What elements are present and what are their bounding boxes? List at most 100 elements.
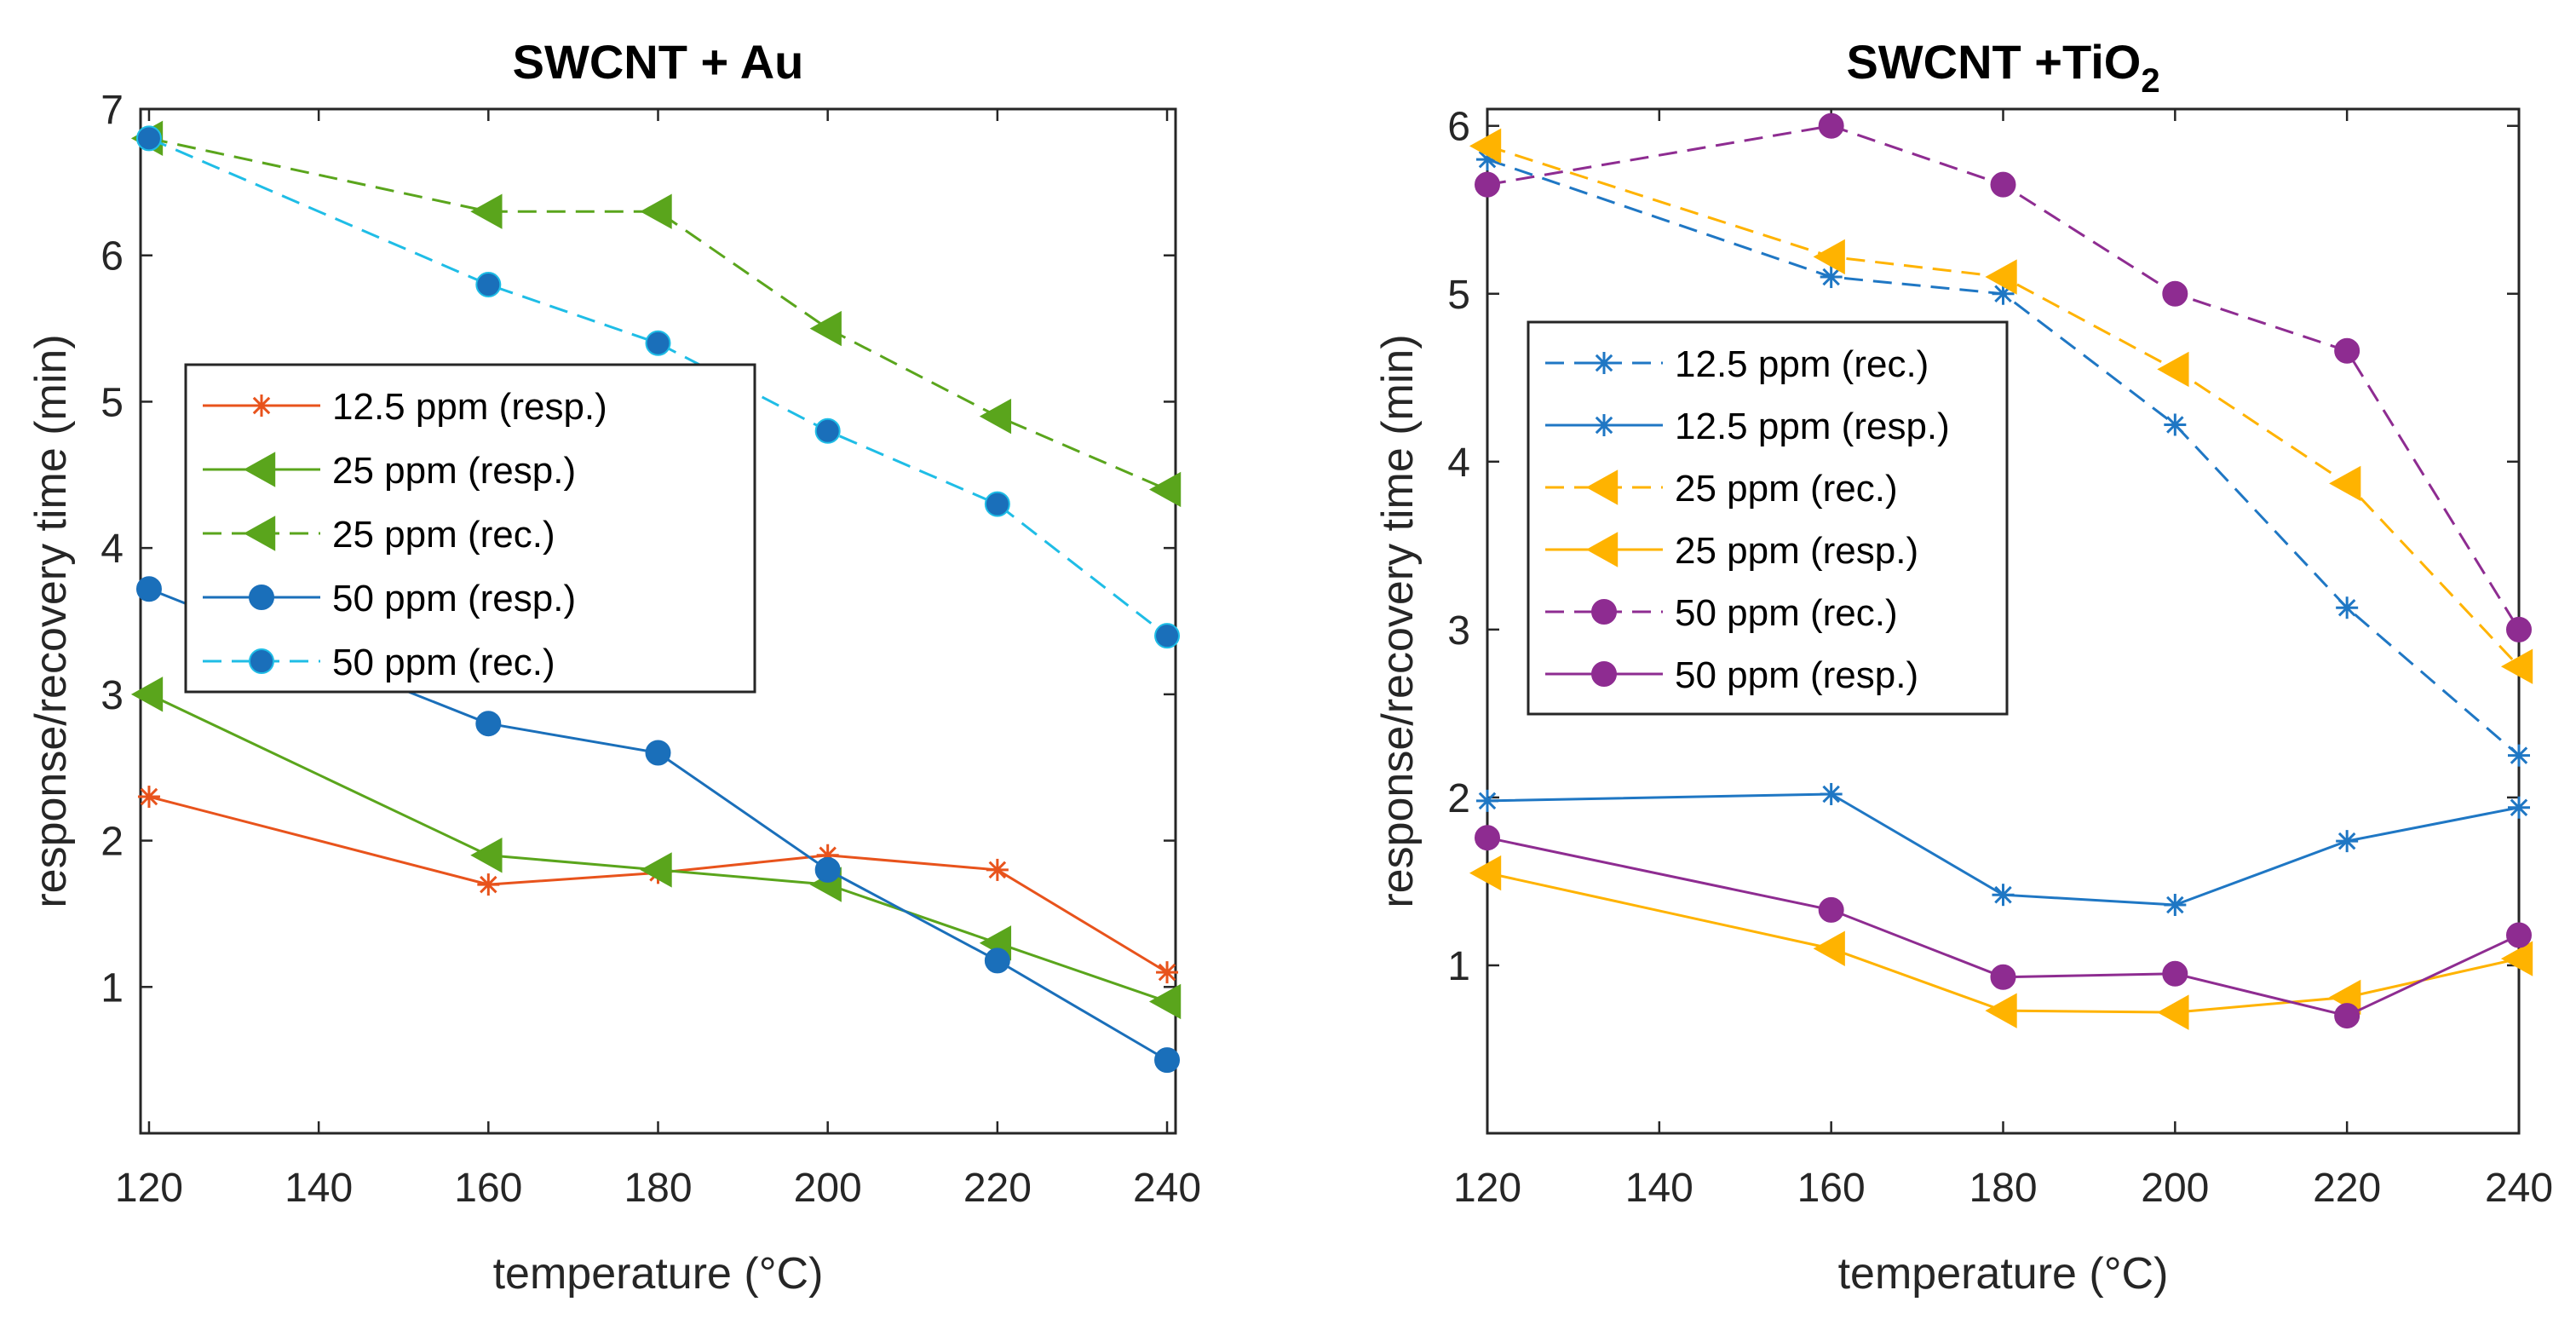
data-point (1818, 896, 1844, 923)
x-tick-label: 160 (454, 1166, 522, 1211)
y-tick-label: 5 (1447, 273, 1470, 318)
chart-title-main: SWCNT +TiO (1846, 35, 2141, 89)
legend-label: 12.5 ppm (rec.) (1675, 343, 1929, 385)
y-tick-label: 3 (101, 673, 124, 718)
data-point (1476, 789, 1498, 812)
legend-label: 25 ppm (rec.) (1675, 468, 1898, 510)
data-point (1813, 239, 1845, 275)
series-4 (1475, 112, 2532, 642)
data-point (2334, 1003, 2360, 1029)
series-line (148, 136, 1168, 491)
data-point (1154, 1047, 1181, 1074)
series-line (1486, 872, 2520, 1014)
data-point (1813, 930, 1845, 966)
series-line (148, 795, 1168, 974)
data-point (2157, 351, 2189, 388)
legend-item: 50 ppm (rec.) (1545, 592, 1898, 634)
legend-marker (1585, 469, 1619, 505)
x-tick-label: 120 (1453, 1166, 1521, 1211)
data-point (135, 576, 162, 602)
data-point (1818, 112, 1844, 139)
data-point (1990, 964, 2016, 990)
data-point (1820, 782, 1843, 805)
legend-marker (1591, 599, 1617, 625)
x-tick-label: 120 (115, 1166, 183, 1211)
data-point (1992, 884, 2015, 907)
data-point (814, 418, 841, 444)
legend-box (184, 363, 756, 694)
data-point (1469, 855, 1502, 891)
data-point (2508, 744, 2530, 767)
series-0 (1476, 148, 2530, 767)
data-point (2500, 648, 2533, 684)
y-tick-label: 3 (1447, 608, 1470, 654)
data-point (984, 947, 1010, 974)
legend-item: 25 ppm (resp.) (1545, 530, 1918, 572)
data-point (1475, 171, 1500, 198)
x-tick-label: 220 (963, 1166, 1032, 1211)
x-tick-label: 180 (1969, 1166, 2037, 1211)
legend-label: 50 ppm (resp.) (1675, 654, 1918, 696)
legend: 12.5 ppm (resp.) 25 ppm (resp.) 25 ppm (re… (184, 363, 756, 694)
x-tick-label: 220 (2313, 1166, 2381, 1211)
y-tick-label: 6 (1447, 105, 1470, 150)
data-point (814, 856, 841, 883)
data-point (477, 873, 500, 896)
chart-swcnt-au: 120 140 160 180 200 220 240 1 2 3 4 5 6 7 SWCNT + Au te… (26, 35, 1201, 1299)
series-3 (135, 576, 1181, 1074)
x-axis-label: temperature (°C) (1838, 1249, 2169, 1299)
data-point (1985, 259, 2017, 295)
legend-item: 50 ppm (resp.) (203, 578, 576, 619)
legend-marker (1585, 532, 1619, 567)
legend-item: 25 ppm (rec.) (203, 514, 555, 556)
series-line (1486, 144, 2521, 668)
legend-item: 25 ppm (rec.) (1545, 468, 1898, 510)
data-point (2329, 465, 2361, 502)
legend-item: 50 ppm (resp.) (1545, 654, 1918, 696)
data-point (1156, 961, 1179, 984)
legend-marker (1593, 414, 1615, 436)
legend-item: 50 ppm (rec.) (203, 642, 555, 683)
legend-marker (1593, 352, 1615, 374)
legend-item: 12.5 ppm (rec.) (1545, 343, 1929, 385)
data-point (2157, 994, 2189, 1030)
legend-item: 25 ppm (resp.) (203, 450, 576, 492)
x-axis-label: temperature (°C) (493, 1249, 824, 1299)
chart-title-main: SWCNT + Au (513, 35, 804, 89)
data-point (475, 272, 502, 298)
data-point (475, 711, 502, 737)
legend-item: 12.5 ppm (resp.) (1545, 406, 1950, 447)
data-point (1469, 128, 1502, 164)
legend-label: 25 ppm (resp.) (1675, 530, 1918, 572)
data-point (2506, 616, 2532, 642)
legend-marker (1591, 661, 1617, 687)
data-point (1820, 266, 1843, 289)
series-line (148, 693, 1168, 1003)
y-tick-label: 1 (101, 965, 124, 1011)
data-point (979, 398, 1012, 435)
x-tick-label: 240 (2485, 1166, 2553, 1211)
x-tick-label: 160 (1797, 1166, 1866, 1211)
y-tick-label: 6 (101, 234, 124, 279)
legend-box (1527, 320, 2009, 716)
x-tick-label: 200 (2141, 1166, 2209, 1211)
data-point (2162, 280, 2188, 307)
data-point (1985, 993, 2017, 1028)
series-line (1486, 158, 2520, 757)
series-line (148, 587, 1168, 1062)
data-point (1990, 171, 2016, 198)
legend: 12.5 ppm (rec.) 12.5 ppm (resp.) 25 ppm (r… (1527, 320, 2009, 716)
data-point (645, 330, 671, 356)
series-line (1486, 836, 2520, 1017)
data-point (2336, 830, 2359, 853)
y-tick-label: 4 (1447, 441, 1470, 486)
legend-marker (250, 395, 273, 417)
data-point (470, 193, 503, 229)
x-tick-label: 140 (1625, 1166, 1693, 1211)
data-point (2162, 960, 2188, 987)
data-point (640, 852, 672, 888)
y-axis-label: response/recovery time (min) (1373, 334, 1423, 907)
data-point (130, 677, 164, 712)
legend-item: 12.5 ppm (resp.) (203, 386, 607, 428)
